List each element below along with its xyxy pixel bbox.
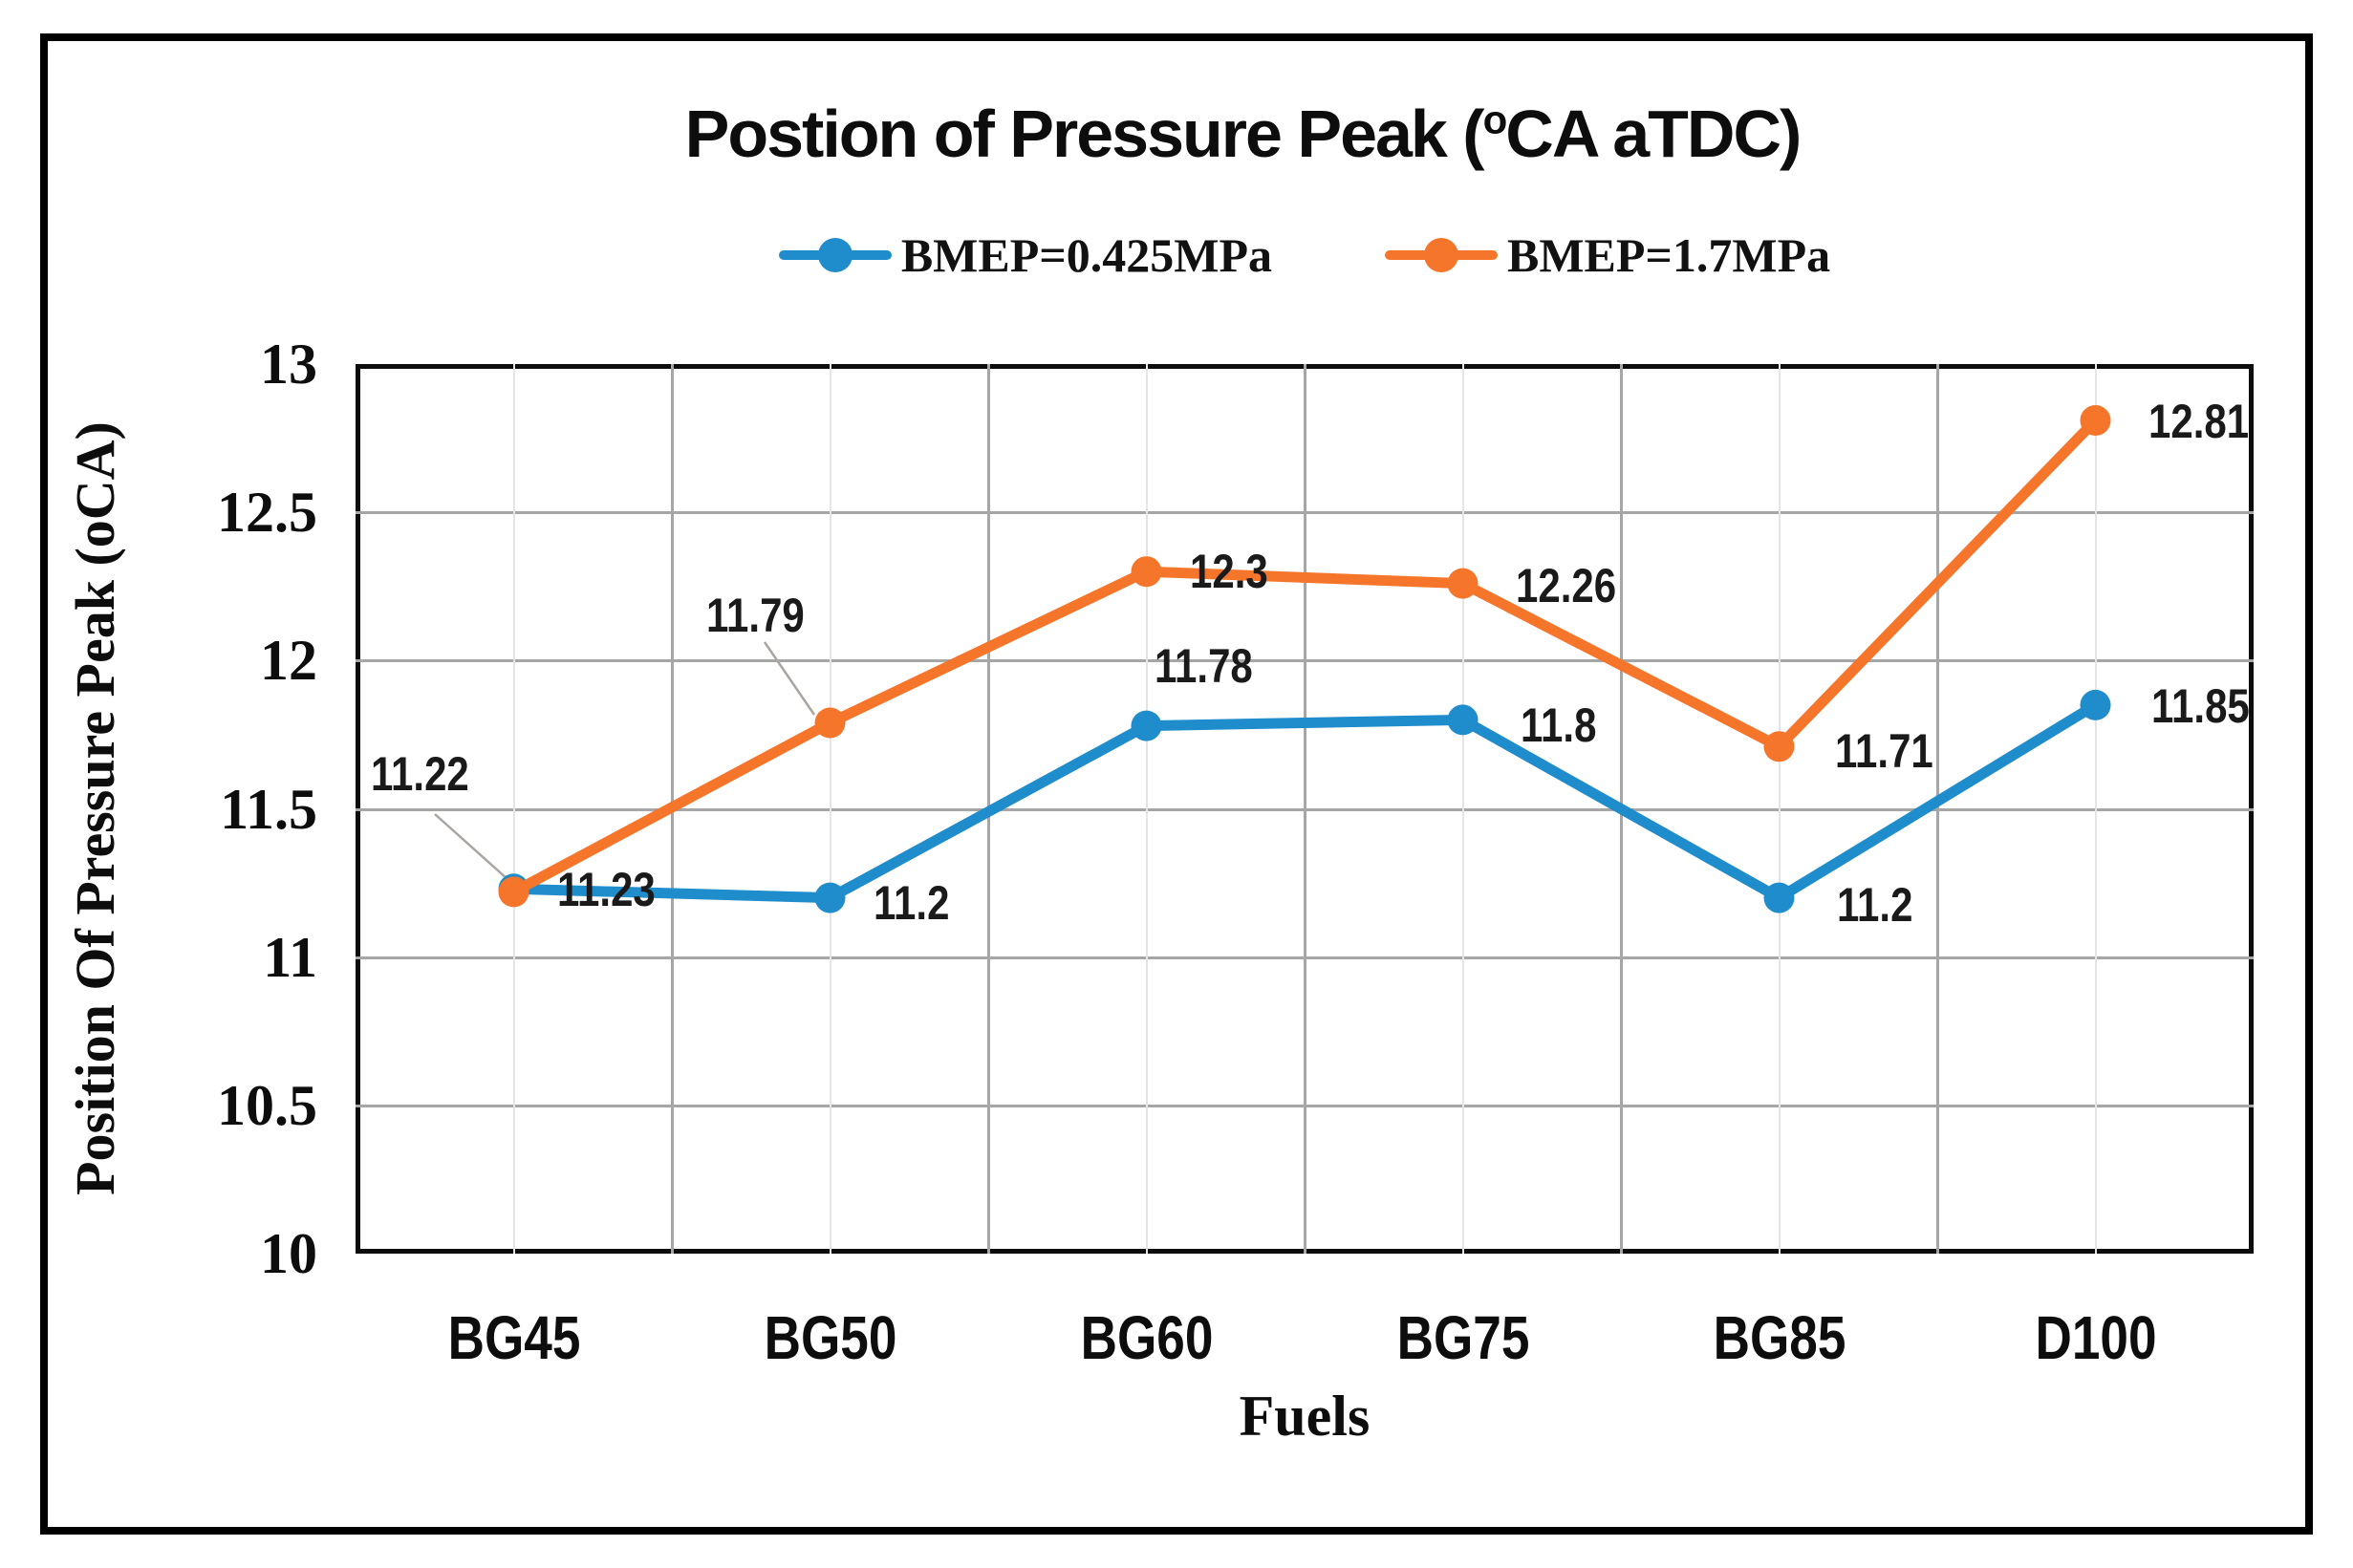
data-point-marker xyxy=(498,876,529,908)
x-axis-title: Fuels xyxy=(1239,1385,1371,1448)
data-point-marker xyxy=(2080,689,2111,720)
chart-title-degree-superscript: o xyxy=(1482,97,1508,142)
data-point-marker xyxy=(2080,405,2111,436)
data-label-BMEP=0.425MPa-BG85: 11.2 xyxy=(1837,878,1913,932)
data-point-marker xyxy=(1763,731,1795,763)
x-tick-label-bg45: BG45 xyxy=(447,1303,581,1372)
data-point-marker xyxy=(1763,882,1795,913)
category-center-gridline xyxy=(1462,364,1464,1254)
data-point-marker xyxy=(1131,710,1162,741)
category-boundary-gridline xyxy=(1936,364,1939,1254)
y-tick-label: 10 xyxy=(260,1222,317,1285)
data-label-BMEP=1.7MPa-BG75: 12.26 xyxy=(1516,559,1617,612)
y-tick-label: 11 xyxy=(263,926,317,989)
data-label-BMEP=1.7MPa-BG50: 11.79 xyxy=(706,589,805,642)
data-label-BMEP=0.425MPa-BG45: 11.23 xyxy=(557,863,656,916)
category-boundary-gridline xyxy=(1304,364,1306,1254)
data-label-BMEP=1.7MPa-BG60: 12.3 xyxy=(1190,545,1268,598)
legend: BMEP=0.425MPa BMEP=1.7MPa xyxy=(356,227,2254,283)
category-center-gridline xyxy=(1779,364,1781,1254)
legend-dot-blue xyxy=(817,238,853,272)
data-point-marker xyxy=(1131,556,1162,588)
x-tick-label-bg75: BG75 xyxy=(1396,1303,1530,1372)
x-tick-label-bg60: BG60 xyxy=(1080,1303,1214,1372)
x-tick-label-bg50: BG50 xyxy=(764,1303,897,1372)
chart-title-prefix: Postion of Pressure Peak ( xyxy=(684,97,1485,171)
legend-label-series1: BMEP=0.425MPa xyxy=(900,228,1272,282)
y-tick-label: 12 xyxy=(260,629,317,692)
series-line-BMEP=1.7MPa xyxy=(508,415,2101,897)
legend-line-marker-icon xyxy=(778,236,892,274)
data-point-marker xyxy=(814,882,846,913)
y-tick-label: 10.5 xyxy=(217,1074,317,1137)
legend-item-series2: BMEP=1.7MPa xyxy=(1385,227,1830,283)
legend-label-series2: BMEP=1.7MPa xyxy=(1507,228,1831,282)
data-point-marker xyxy=(1447,704,1479,736)
x-tick-label-d100: D100 xyxy=(2035,1303,2157,1372)
series-line-BMEP=0.425MPa xyxy=(508,699,2101,904)
category-center-gridline xyxy=(830,364,831,1254)
data-label-leader-line xyxy=(763,641,816,716)
legend-item-series1: BMEP=0.425MPa xyxy=(778,227,1272,283)
data-label-BMEP=1.7MPa-BG45: 11.22 xyxy=(371,747,469,801)
category-center-gridline xyxy=(1146,364,1148,1254)
chart-title-suffix: CA aTDC) xyxy=(1505,97,1802,171)
data-label-BMEP=0.425MPa-D100: 11.85 xyxy=(2151,679,2250,733)
y-tick-label: 11.5 xyxy=(220,778,317,841)
y-tick-label: 13 xyxy=(260,333,317,396)
legend-dot-orange xyxy=(1424,238,1458,272)
y-tick-label: 12.5 xyxy=(217,481,317,544)
category-center-gridline xyxy=(513,364,515,1254)
data-label-BMEP=0.425MPa-BG75: 11.8 xyxy=(1521,698,1597,752)
data-label-leader-line xyxy=(434,813,508,880)
data-label-BMEP=0.425MPa-BG50: 11.2 xyxy=(874,876,950,930)
category-center-gridline xyxy=(2095,364,2097,1254)
data-point-marker xyxy=(814,707,846,739)
legend-line-marker-icon xyxy=(1385,236,1498,274)
data-label-BMEP=1.7MPa-BG85: 11.71 xyxy=(1835,724,1933,778)
x-tick-label-bg85: BG85 xyxy=(1713,1303,1846,1372)
data-point-marker xyxy=(1447,568,1479,599)
data-label-BMEP=1.7MPa-D100: 12.81 xyxy=(2148,395,2250,448)
chart-title: Postion of Pressure Peak (oCA aTDC) xyxy=(516,96,1969,172)
data-label-BMEP=0.425MPa-BG60: 11.78 xyxy=(1155,639,1253,693)
